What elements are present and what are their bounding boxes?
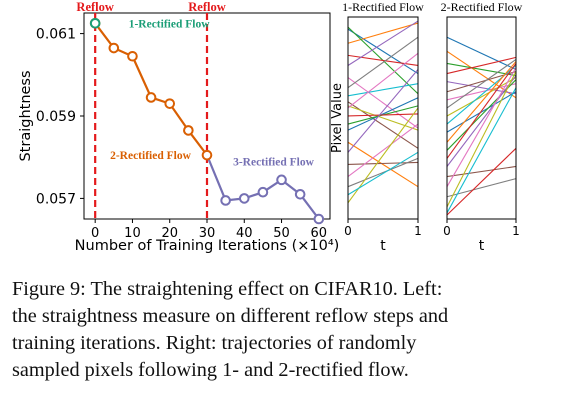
x-tick-label: 0 [344, 224, 352, 238]
trajectory-line [347, 141, 419, 188]
data-point [220, 195, 231, 206]
trajectory-line [347, 28, 419, 75]
trajectory-line [347, 52, 419, 109]
x-tick-label: 1 [512, 224, 520, 238]
series-label: 1-Rectified Flow [129, 18, 210, 30]
caption-line: sampled pixels following 1- and 2-rectif… [12, 359, 409, 381]
series-label: 2-Rectified Flow [110, 150, 191, 162]
trajectory-line [446, 87, 517, 214]
trajectory-line [446, 62, 517, 77]
trajectory-line [446, 165, 517, 178]
trajectory-line [347, 97, 419, 131]
data-point [183, 125, 194, 136]
x-tick-label: 1 [414, 224, 422, 238]
trajectory-line [446, 77, 517, 117]
trajectory-line [347, 36, 419, 89]
trajectory-line [446, 75, 517, 167]
caption-line: Figure 9: The straightening effect on CI… [12, 278, 443, 300]
trajectory-line [347, 151, 419, 196]
trajectory-panel-1-rectified: 1-Rectified Flow 0 1 t Pixel Value [330, 0, 424, 254]
trajectory-line [446, 147, 517, 216]
y-axis-label: Pixel Value [330, 83, 345, 153]
data-point [257, 186, 269, 198]
trajectory-line [446, 63, 517, 159]
trajectory-line [347, 69, 419, 153]
x-tick-label: 20 [161, 226, 178, 241]
data-point [276, 174, 287, 186]
trajectory-line [446, 56, 517, 75]
trajectory-line [347, 105, 419, 131]
y-tick-label: 0.059 [36, 109, 76, 125]
trajectory-line [347, 20, 419, 66]
trajectory-line [347, 77, 419, 129]
trajectory-line [347, 113, 419, 117]
trajectory-line [446, 91, 517, 133]
panel-title: 1-Rectified Flow [342, 0, 424, 14]
panel-frame [347, 16, 419, 220]
data-point [294, 188, 306, 200]
trajectory-line [446, 36, 517, 71]
trajectory-line [347, 107, 419, 204]
trajectory-line [446, 61, 517, 143]
data-point [127, 50, 138, 62]
x-tick-label: 50 [273, 226, 290, 241]
y-tick-label: 0.057 [36, 191, 76, 207]
trajectory-panel-2-rectified: 2-Rectified Flow 0 1 t [441, 0, 523, 254]
panel-frame [446, 16, 517, 220]
data-point [164, 98, 176, 109]
x-axis-label: t [380, 238, 386, 254]
trajectory-line [347, 83, 419, 97]
reflow-label: Reflow [188, 0, 226, 14]
x-axis-label: t [479, 238, 485, 254]
x-tick-label: 0 [91, 226, 99, 241]
trajectory-line [446, 178, 517, 198]
trajectory-line [347, 22, 419, 44]
trajectory-line [347, 157, 419, 188]
x-tick-label: 30 [199, 226, 216, 241]
trajectory-line [347, 54, 419, 67]
data-point [313, 213, 325, 225]
y-axis-label: Straightness [18, 70, 34, 161]
x-tick-label: 0 [443, 224, 451, 238]
figure-caption: Figure 9: The straightening effect on CI… [12, 276, 560, 384]
data-point [238, 193, 250, 204]
data-point [145, 92, 157, 103]
panel-title: 2-Rectified Flow [441, 0, 523, 14]
x-axis-label: Number of Training Iterations (×10⁴) [75, 238, 340, 254]
caption-line: training iterations. Right: trajectories… [12, 332, 417, 354]
straightness-chart: 0 10 20 30 40 50 60 0.057 0.059 0.061 Number of Tr… [18, 0, 339, 254]
x-tick-label: 10 [124, 226, 141, 241]
x-tick-label: 60 [311, 226, 328, 241]
data-point [108, 42, 120, 54]
data-point [201, 149, 213, 161]
trajectory-line [446, 71, 517, 208]
trajectory-line [446, 67, 517, 187]
data-point [89, 18, 101, 29]
x-tick-label: 40 [236, 226, 253, 241]
series-label: 3-Rectified Flow [233, 156, 314, 168]
reflow-label: Reflow [76, 0, 114, 14]
caption-line: the straightness measure on different re… [12, 305, 449, 327]
y-tick-label: 0.061 [36, 27, 76, 43]
trajectory-line [446, 58, 517, 109]
trajectory-line [347, 123, 419, 178]
